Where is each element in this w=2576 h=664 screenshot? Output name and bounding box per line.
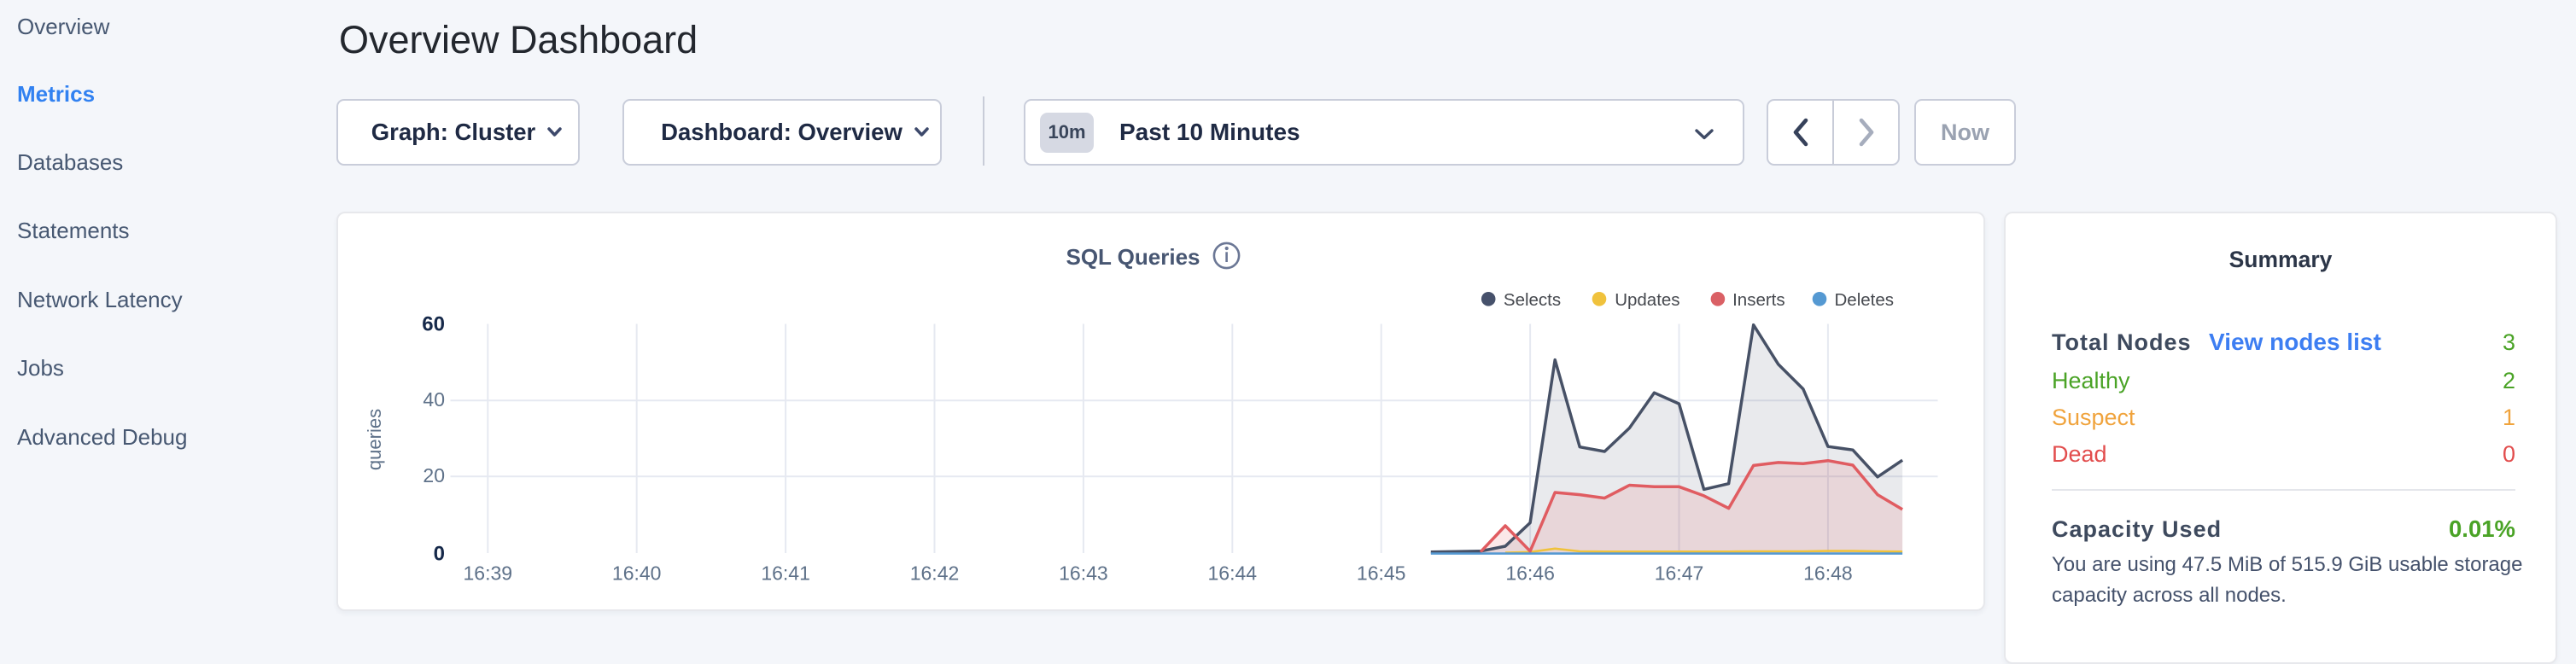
svg-text:Updates: Updates bbox=[1615, 290, 1679, 310]
svg-text:16:46: 16:46 bbox=[1505, 562, 1555, 585]
svg-text:Deletes: Deletes bbox=[1835, 290, 1895, 310]
svg-text:16:48: 16:48 bbox=[1803, 562, 1853, 585]
svg-text:60: 60 bbox=[422, 312, 445, 335]
svg-text:16:47: 16:47 bbox=[1655, 562, 1704, 585]
svg-text:queries: queries bbox=[364, 409, 385, 470]
svg-text:16:45: 16:45 bbox=[1357, 562, 1406, 585]
svg-text:16:41: 16:41 bbox=[761, 562, 810, 585]
svg-text:16:42: 16:42 bbox=[910, 562, 960, 585]
svg-text:20: 20 bbox=[423, 464, 445, 486]
svg-text:16:40: 16:40 bbox=[612, 562, 662, 585]
svg-text:16:43: 16:43 bbox=[1059, 562, 1108, 585]
svg-text:40: 40 bbox=[423, 388, 445, 411]
svg-text:Selects: Selects bbox=[1504, 290, 1561, 310]
svg-text:0: 0 bbox=[434, 543, 445, 566]
svg-text:16:44: 16:44 bbox=[1208, 562, 1258, 585]
svg-text:SQL Queries: SQL Queries bbox=[1066, 244, 1200, 270]
svg-text:Inserts: Inserts bbox=[1732, 290, 1785, 310]
svg-text:16:39: 16:39 bbox=[464, 562, 513, 585]
